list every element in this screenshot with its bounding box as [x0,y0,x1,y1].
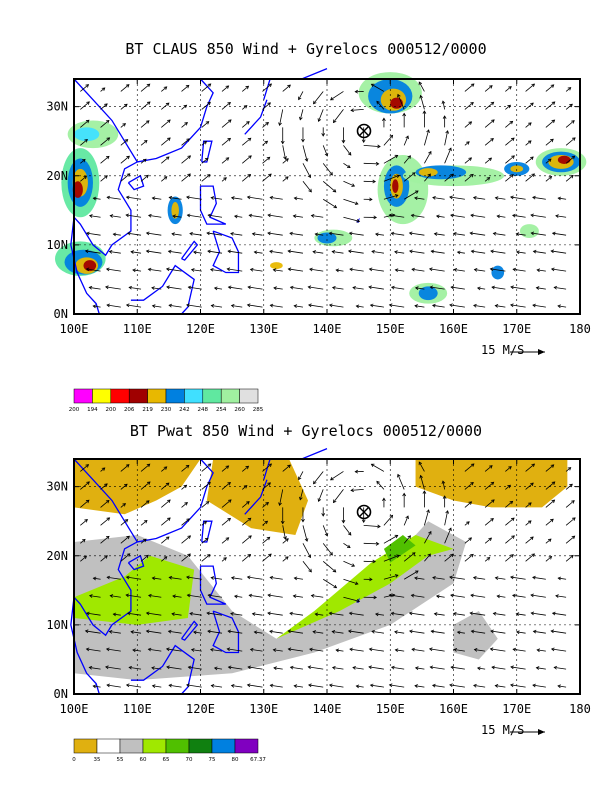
colorbar-label: 60 [140,757,147,763]
panel1-gyre-marker [356,123,372,139]
colorbar-swatch [239,388,259,404]
x-tick-label: 120E [186,322,215,336]
x-tick-label: 160E [439,322,468,336]
colorbar-swatch [188,738,213,754]
panel1-wind-vectors [80,81,576,309]
x-tick-label: 170E [502,322,531,336]
colorbar-label: 200 [106,407,117,413]
x-tick-label: 140E [313,322,342,336]
colorbar-label: 55 [117,757,124,763]
panel1-colorbar: 200 194 200 206 219 230 242 248 254 260 285 [69,388,264,413]
colorbar-label: 67.37 [250,757,266,763]
colorbar-label: 194 [87,407,98,413]
colorbar-label: 200 [69,407,80,413]
colorbar-swatch [220,388,240,404]
x-tick-label: 150E [376,702,405,716]
y-tick-label: 30N [46,480,68,494]
y-tick-label: 20N [46,169,68,183]
colorbar-swatch [142,738,167,754]
panel1-coastlines [70,68,360,315]
panel1-ref-arrow [510,349,545,355]
panel2-ref-vector-label: 15 M/S [481,723,525,737]
colorbar-label: 80 [232,757,239,763]
panel1-gridlines [74,79,580,314]
colorbar-swatch [92,388,112,404]
x-tick-label: 100E [60,702,89,716]
panel2-wind-vectors [80,461,576,689]
colorbar-swatch [119,738,144,754]
colorbar-label: 242 [179,407,190,413]
panel2-ref-arrow [510,729,545,735]
panel2-pwat-field [74,459,568,681]
colorbar-label: 230 [161,407,172,413]
x-tick-label: 110E [123,322,152,336]
panel2-title: BT Pwat 850 Wind + Gyrelocs 000512/0000 [129,422,483,440]
colorbar-swatch [128,388,148,404]
y-tick-label: 10N [46,618,68,632]
colorbar-swatch [234,738,259,754]
x-tick-label: 180 [569,322,591,336]
panel1-axis-ticks: 100E 110E 120E 130E 140E 150E 160E 170E 180 0N 10N… [46,79,591,336]
colorbar-label: 35 [94,757,101,763]
colorbar-swatch [73,738,98,754]
x-tick-label: 180 [569,702,591,716]
y-tick-label: 0N [54,687,68,701]
colorbar-label: 70 [186,757,193,763]
panel1-ref-vector-label: 15 M/S [481,343,525,357]
panel2-axis-ticks: 100E 110E 120E 130E 140E 150E 160E 170E 180 0N 10N… [46,459,591,716]
panel2-colorbar: 0 35 55 60 65 70 75 80 67.37 [72,738,266,763]
x-tick-label: 140E [313,702,342,716]
x-tick-label: 110E [123,702,152,716]
panel2-gridlines [74,459,580,694]
colorbar-label: 248 [198,407,209,413]
colorbar-label: 260 [234,407,245,413]
colorbar-label: 285 [253,407,264,413]
colorbar-swatch [202,388,222,404]
x-tick-label: 100E [60,322,89,336]
colorbar-swatch [184,388,204,404]
x-tick-label: 120E [186,702,215,716]
colorbar-label: 0 [72,757,76,763]
x-tick-label: 160E [439,702,468,716]
x-tick-label: 130E [249,322,278,336]
colorbar-swatch [73,388,93,404]
colorbar-label: 75 [209,757,216,763]
panel1-title: BT CLAUS 850 Wind + Gyrelocs 000512/0000 [125,40,487,58]
y-tick-label: 0N [54,307,68,321]
panel2-gyre-marker [356,504,372,520]
y-tick-label: 20N [46,549,68,563]
colorbar-swatch [165,388,185,404]
colorbar-label: 254 [216,407,227,413]
x-tick-label: 130E [249,702,278,716]
colorbar-label: 219 [142,407,153,413]
y-tick-label: 30N [46,100,68,114]
colorbar-swatch [96,738,121,754]
x-tick-label: 170E [502,702,531,716]
x-tick-label: 150E [376,322,405,336]
colorbar-swatch [110,388,130,404]
colorbar-label: 65 [163,757,170,763]
colorbar-swatch [165,738,190,754]
colorbar-swatch [211,738,236,754]
colorbar-label: 206 [124,407,135,413]
colorbar-swatch [147,388,167,404]
y-tick-label: 10N [46,238,68,252]
